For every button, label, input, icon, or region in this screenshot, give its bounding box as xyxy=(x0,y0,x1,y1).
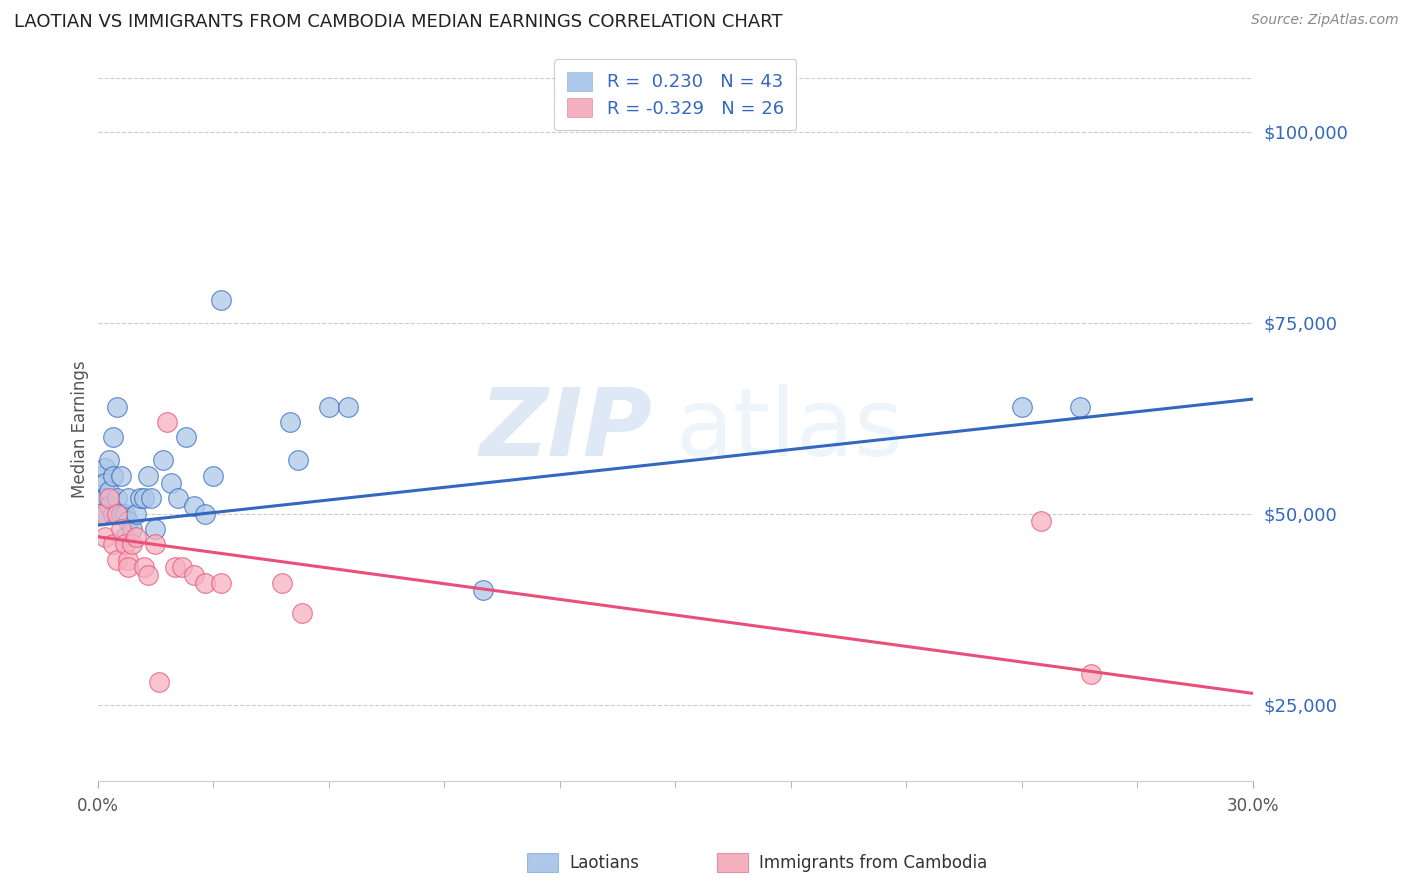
Point xyxy=(136,468,159,483)
Point xyxy=(209,575,232,590)
Point xyxy=(98,453,121,467)
Point xyxy=(114,530,136,544)
Point xyxy=(167,491,190,506)
Point xyxy=(105,400,128,414)
Point xyxy=(183,568,205,582)
Point xyxy=(202,468,225,483)
Point xyxy=(163,560,186,574)
Point xyxy=(121,537,143,551)
Point xyxy=(143,522,166,536)
Point xyxy=(1080,667,1102,681)
Point xyxy=(98,483,121,498)
Point xyxy=(278,415,301,429)
Point xyxy=(114,507,136,521)
Point xyxy=(114,537,136,551)
Point xyxy=(117,560,139,574)
Point xyxy=(105,507,128,521)
Point xyxy=(156,415,179,429)
Point xyxy=(94,476,117,491)
Point xyxy=(1029,515,1052,529)
Point xyxy=(98,499,121,513)
Point xyxy=(291,606,314,620)
Point xyxy=(174,430,197,444)
Point xyxy=(90,507,112,521)
Point xyxy=(110,468,132,483)
Text: ZIP: ZIP xyxy=(479,384,652,475)
Point xyxy=(101,468,124,483)
Point xyxy=(159,476,181,491)
Point xyxy=(143,537,166,551)
Point xyxy=(194,575,217,590)
Point xyxy=(141,491,163,506)
Point xyxy=(136,568,159,582)
Y-axis label: Median Earnings: Median Earnings xyxy=(72,361,89,499)
Point xyxy=(125,507,148,521)
Point xyxy=(271,575,294,590)
Point xyxy=(183,499,205,513)
Point xyxy=(117,515,139,529)
Point xyxy=(94,530,117,544)
Point xyxy=(172,560,194,574)
Point xyxy=(101,537,124,551)
Point xyxy=(110,507,132,521)
Point xyxy=(194,507,217,521)
Point xyxy=(148,674,170,689)
Point xyxy=(101,430,124,444)
Text: Source: ZipAtlas.com: Source: ZipAtlas.com xyxy=(1251,13,1399,28)
Point xyxy=(90,468,112,483)
Text: atlas: atlas xyxy=(675,384,904,475)
Point xyxy=(117,491,139,506)
Point xyxy=(132,491,155,506)
Point xyxy=(98,491,121,506)
Legend: R =  0.230   N = 43, R = -0.329   N = 26: R = 0.230 N = 43, R = -0.329 N = 26 xyxy=(554,59,796,130)
Point xyxy=(471,583,494,598)
Point xyxy=(117,552,139,566)
Point xyxy=(110,522,132,536)
Point xyxy=(94,491,117,506)
Point xyxy=(125,530,148,544)
Point xyxy=(1011,400,1033,414)
Point xyxy=(90,491,112,506)
Text: Immigrants from Cambodia: Immigrants from Cambodia xyxy=(759,854,987,871)
Point xyxy=(90,507,112,521)
Point xyxy=(121,522,143,536)
Point xyxy=(209,293,232,307)
Point xyxy=(105,552,128,566)
Point xyxy=(336,400,359,414)
Point xyxy=(105,491,128,506)
Point xyxy=(318,400,340,414)
Point xyxy=(1069,400,1091,414)
Text: LAOTIAN VS IMMIGRANTS FROM CAMBODIA MEDIAN EARNINGS CORRELATION CHART: LAOTIAN VS IMMIGRANTS FROM CAMBODIA MEDI… xyxy=(14,13,783,31)
Point xyxy=(129,491,152,506)
Point xyxy=(94,461,117,475)
Point xyxy=(94,507,117,521)
Text: Laotians: Laotians xyxy=(569,854,640,871)
Point xyxy=(101,507,124,521)
Point xyxy=(287,453,309,467)
Point xyxy=(132,560,155,574)
Point xyxy=(152,453,174,467)
